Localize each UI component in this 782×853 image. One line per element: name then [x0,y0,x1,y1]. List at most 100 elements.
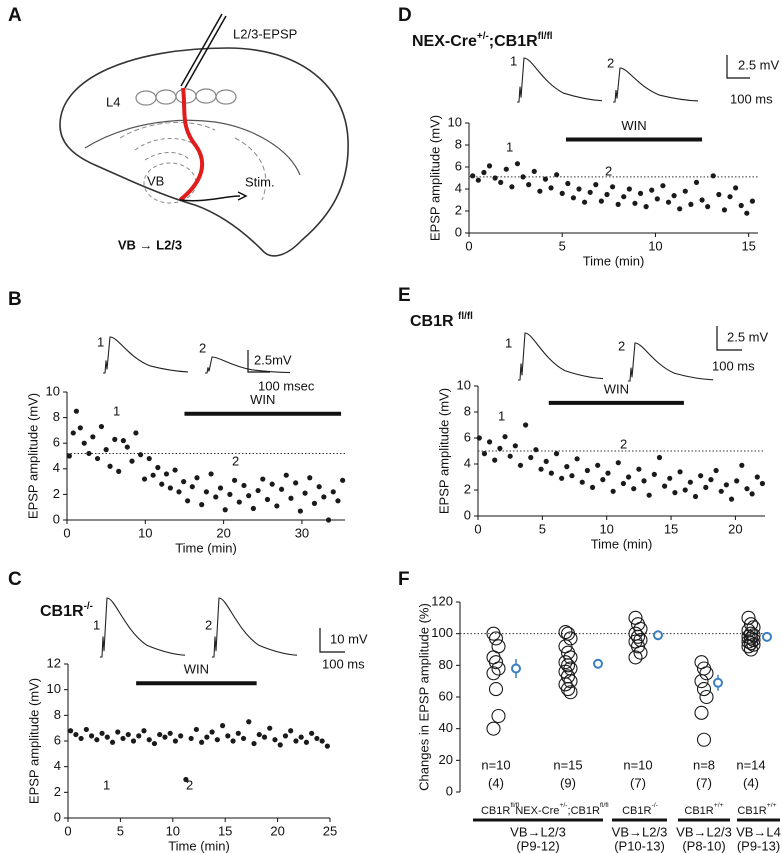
data-point [718,488,724,494]
data-point [141,476,148,482]
pathway-label: VB→L2/3 [676,824,732,839]
data-point [330,489,336,495]
data-point [81,440,87,446]
data-point [710,173,716,179]
data-point [498,179,504,185]
data-point [699,666,714,681]
data-point [112,436,118,442]
pathway-label: VB→L2/3 [510,824,566,839]
y-tick-label: 8 [464,403,471,418]
data-point [321,494,327,500]
animal-count: (4) [743,775,759,790]
data-point [576,186,582,192]
data-point [677,206,683,212]
data-point [636,466,642,472]
x-tick-label: 5 [117,823,124,838]
data-point [288,728,294,734]
data-point [694,705,709,720]
y-tick-label: 8 [54,707,61,722]
data-point [475,177,481,183]
data-point [554,172,560,178]
point-label: 2 [232,453,239,468]
win-label: WIN [250,392,275,407]
point-label: 1 [498,408,505,423]
data-point [542,176,549,182]
data-point [656,454,663,461]
age-label: (P10-13) [614,838,665,853]
trace-label: 1 [93,617,100,632]
data-point [204,734,210,740]
data-point [138,452,144,458]
data-point [560,682,576,697]
data-point [225,733,231,739]
x-tick-label: 30 [295,525,309,540]
data-point [288,495,294,501]
data-point [533,447,539,453]
data-point [563,650,578,665]
data-point [507,453,513,459]
data-point [543,458,549,464]
cortex-line [84,119,301,176]
trace-label: 1 [510,53,517,68]
trace-label: 1 [505,335,512,350]
y-axis-label: EPSP amplitude (mV) [427,115,442,241]
data-point [491,708,506,724]
data-point [584,467,590,474]
data-point [264,496,271,503]
data-point [227,491,233,497]
data-point [481,169,487,176]
data-point [90,434,96,440]
data-point [255,487,261,494]
x-tick-label: 20 [270,823,284,838]
data-point [250,505,256,512]
diagram-label: VB [147,173,164,188]
epsp-trace [613,67,699,103]
y-tick-label: 6 [455,158,462,173]
data-point [553,451,560,457]
data-point [713,467,719,474]
x-tick-label: 10 [138,525,152,540]
data-point [677,469,683,475]
striatum [234,137,267,201]
group-label: CB1R-/- [622,802,658,817]
y-tick-label: 120 [431,593,453,608]
panel-letter: A [8,5,22,26]
data-point [246,493,252,499]
data-point [172,738,179,744]
data-point [293,738,299,744]
y-tick-label: 20 [439,752,453,767]
superscript: -/- [84,601,93,612]
n-label: n=15 [553,757,582,772]
data-point [721,207,728,213]
superscript: fl/fl [458,311,473,322]
data-point [183,776,189,783]
data-point [503,166,509,172]
panel-title: CB1R-/- [40,601,93,621]
data-point [559,475,565,481]
data-point [235,730,241,736]
animal-count: (7) [630,775,646,790]
data-point [723,482,729,488]
x-tick-label: 0 [474,521,481,536]
trace-label: 2 [205,617,212,632]
data-point [488,655,504,670]
data-point [68,728,74,734]
data-point [236,499,242,505]
text-part: CB1R [410,313,458,330]
animal-count: (9) [560,775,576,790]
data-point [240,735,247,742]
data-point [754,474,760,480]
data-point [188,735,194,742]
data-point [727,194,733,200]
data-point [133,430,139,436]
data-point [579,479,585,485]
panel-letter: E [398,285,411,306]
data-point [470,173,476,179]
superscript: +/- [477,31,489,42]
superscript: fl/fl [600,802,609,809]
data-point [538,466,544,472]
data-point [649,187,655,193]
data-point [699,197,705,203]
data-point [107,463,113,469]
data-point [626,186,632,192]
